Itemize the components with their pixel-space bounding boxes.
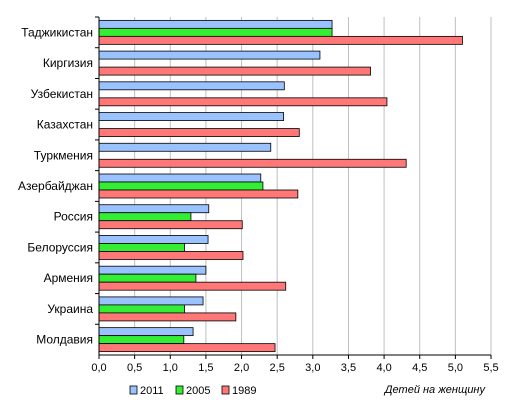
bar-1989-7 [98,251,244,260]
x-axis-title: Детей на женщину [383,384,487,396]
bar-2011-7 [98,235,209,244]
bar-1989-10 [98,343,276,353]
bar-1989-1 [98,66,371,76]
legend-swatch-1989 [221,385,230,395]
category-label-1: Киргизия [43,56,93,70]
bar-1989-6 [98,220,243,230]
x-tick-label-5: 2,5 [270,362,285,374]
bar-2011-5 [98,173,262,183]
bar-1989-2 [98,97,388,107]
bar-2005-6 [98,212,192,222]
x-tick-label-7: 3,5 [341,362,356,374]
category-label-5: Азербайджан [18,179,93,193]
bar-2011-0 [98,19,333,29]
bar-1989-8 [98,281,287,291]
x-tick-label-3: 1,5 [198,362,213,374]
category-label-2: Узбекистан [31,87,93,101]
legend: 2011 2005 1989 [129,385,256,397]
category-labels: Таджикистан Киргизия Узбекистан Казахстан Ту… [18,25,93,346]
bar-2005-9 [98,304,185,314]
bar-1989-5 [98,189,299,199]
category-label-0: Таджикистан [21,25,93,39]
legend-swatch-2005 [175,385,184,395]
x-tick-label-1: 0,5 [127,362,142,374]
bar-1989-3 [98,128,300,137]
bar-2005-7 [98,243,185,252]
x-tick-label-9: 4,5 [412,362,427,374]
category-label-4: Туркмения [34,148,93,162]
x-tick-label-0: 0,0 [91,362,106,374]
bar-2011-1 [98,50,321,60]
bar-2011-10 [98,327,194,337]
category-label-8: Армения [44,271,93,285]
bar-1989-9 [98,312,237,322]
category-label-7: Белоруссия [27,240,93,254]
category-label-3: Казахстан [37,118,93,132]
legend-label-2011: 2011 [140,385,164,397]
axes [95,16,492,359]
bar-2005-10 [98,335,185,345]
legend-swatch-2011 [129,385,138,395]
bar-2011-6 [98,204,210,214]
bar-1989-0 [98,35,463,45]
x-tick-label-11: 5,5 [483,362,498,374]
bar-2011-4 [98,142,272,152]
bars [98,19,463,353]
bar-2005-5 [98,181,264,191]
bar-2011-8 [98,265,207,275]
x-tick-label-2: 1,0 [163,362,178,374]
x-tick-label-8: 4,0 [376,362,391,374]
x-tick-label-6: 3,0 [305,362,320,374]
bar-2005-0 [98,27,333,37]
category-label-9: Украина [47,302,93,316]
bar-1989-4 [98,158,407,168]
legend-label-1989: 1989 [232,385,256,397]
x-tick-labels: 0,0 0,5 1,0 1,5 2,0 2,5 3,0 3,5 4,0 4,5 5,0 5,5 [91,362,498,374]
x-tick-label-4: 2,0 [234,362,249,374]
category-label-10: Молдавия [36,333,93,347]
category-label-6: Россия [54,210,93,224]
bar-2011-3 [98,112,284,121]
bar-2011-2 [98,81,285,91]
x-tick-label-10: 5,0 [448,362,463,374]
bar-2011-9 [98,296,204,306]
bar-2005-8 [98,273,197,283]
legend-label-2005: 2005 [186,385,210,397]
